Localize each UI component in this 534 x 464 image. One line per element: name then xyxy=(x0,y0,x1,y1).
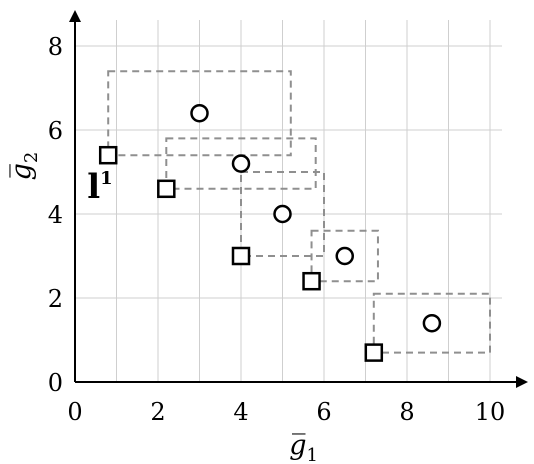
circle-point xyxy=(335,246,354,266)
square-point xyxy=(302,271,321,291)
y-axis-arrow xyxy=(69,10,81,22)
x-tick-label: 8 xyxy=(399,398,414,426)
y-tick-label: 4 xyxy=(48,201,63,229)
annotation-label: l1 xyxy=(87,167,112,207)
y-tick-label: 8 xyxy=(48,33,63,61)
y-axis-label: g̅2 xyxy=(6,152,42,181)
x-axis-label: g̅1 xyxy=(289,430,318,464)
marks xyxy=(98,103,442,362)
circle-point xyxy=(273,204,292,224)
tick-labels: 0 2 4 6 8 10 0 2 4 6 8 xyxy=(48,33,506,426)
circle-point xyxy=(422,313,442,333)
x-axis-arrow xyxy=(516,376,528,388)
dashed-boxes xyxy=(107,70,491,354)
x-tick-label: 10 xyxy=(475,398,506,426)
x-tick-label: 4 xyxy=(233,398,248,426)
y-axis-label-main: g̅ xyxy=(6,163,37,180)
dominated-region-box xyxy=(372,292,491,354)
x-tick-label: 6 xyxy=(316,398,331,426)
square-point xyxy=(231,246,251,266)
annotation-superscript: 1 xyxy=(100,168,113,189)
square-point xyxy=(364,343,384,362)
y-tick-label: 6 xyxy=(48,117,63,145)
dominated-region-box xyxy=(165,137,317,190)
x-tick-label: 2 xyxy=(150,398,165,426)
y-tick-label: 2 xyxy=(48,285,63,313)
circle-point xyxy=(231,154,251,173)
square-point xyxy=(157,179,176,199)
x-axis-label-main: g̅ xyxy=(289,430,306,461)
grid xyxy=(75,20,502,382)
y-axis-label-subscript: 2 xyxy=(21,152,42,163)
x-axis-label-subscript: 1 xyxy=(307,445,318,464)
annotation-main: l xyxy=(87,167,100,207)
dominated-region-box xyxy=(310,229,379,283)
square-point xyxy=(98,145,118,165)
y-tick-label: 0 xyxy=(48,369,63,397)
circle-point xyxy=(190,103,209,123)
axes xyxy=(69,10,528,388)
x-tick-label: 0 xyxy=(67,398,82,426)
dominated-region-box xyxy=(240,171,325,257)
